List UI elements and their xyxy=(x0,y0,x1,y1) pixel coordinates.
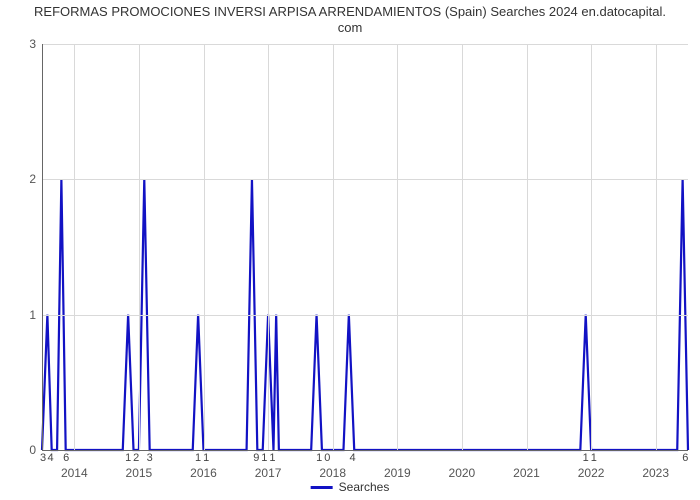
value-label: 1 xyxy=(261,452,267,464)
x-axis xyxy=(42,450,688,451)
chart-container: REFORMAS PROMOCIONES INVERSI ARPISA ARRE… xyxy=(0,0,700,500)
title-line-1: REFORMAS PROMOCIONES INVERSI ARPISA ARRE… xyxy=(34,4,666,19)
value-label: 0 xyxy=(324,452,330,464)
value-label: 6 xyxy=(682,452,688,464)
x-tick-label: 2019 xyxy=(384,466,411,480)
chart-title: REFORMAS PROMOCIONES INVERSI ARPISA ARRE… xyxy=(0,4,700,37)
title-line-2: com xyxy=(338,20,363,35)
value-label: 3 xyxy=(40,452,46,464)
y-tick-label: 3 xyxy=(6,37,36,51)
x-tick-label: 2018 xyxy=(319,466,346,480)
grid-v xyxy=(333,44,334,450)
x-tick-label: 2023 xyxy=(642,466,669,480)
grid-v xyxy=(139,44,140,450)
x-tick-label: 2020 xyxy=(449,466,476,480)
grid-v xyxy=(462,44,463,450)
value-label: 1 xyxy=(591,452,597,464)
legend-label: Searches xyxy=(339,480,390,494)
legend: Searches xyxy=(311,480,390,494)
x-tick-label: 2022 xyxy=(578,466,605,480)
plot-area xyxy=(42,44,688,450)
y-axis xyxy=(42,44,43,450)
value-label: 2 xyxy=(133,452,139,464)
value-label: 4 xyxy=(48,452,54,464)
grid-v xyxy=(397,44,398,450)
y-tick-label: 1 xyxy=(6,308,36,322)
legend-swatch xyxy=(311,486,333,489)
x-tick-label: 2021 xyxy=(513,466,540,480)
y-tick-label: 2 xyxy=(6,172,36,186)
grid-v xyxy=(74,44,75,450)
grid-v xyxy=(591,44,592,450)
value-label: 9 xyxy=(253,452,259,464)
grid-v xyxy=(204,44,205,450)
x-tick-label: 2014 xyxy=(61,466,88,480)
value-label: 1 xyxy=(195,452,201,464)
grid-v xyxy=(656,44,657,450)
x-tick-label: 2015 xyxy=(126,466,153,480)
value-label: 4 xyxy=(350,452,356,464)
x-tick-label: 2017 xyxy=(255,466,282,480)
grid-v xyxy=(268,44,269,450)
value-label: 1 xyxy=(203,452,209,464)
value-label: 3 xyxy=(147,452,153,464)
y-tick-label: 0 xyxy=(6,443,36,457)
value-label: 1 xyxy=(125,452,131,464)
x-tick-label: 2016 xyxy=(190,466,217,480)
value-label: 1 xyxy=(583,452,589,464)
value-label: 1 xyxy=(269,452,275,464)
value-label: 1 xyxy=(316,452,322,464)
grid-v xyxy=(527,44,528,450)
value-label: 6 xyxy=(63,452,69,464)
